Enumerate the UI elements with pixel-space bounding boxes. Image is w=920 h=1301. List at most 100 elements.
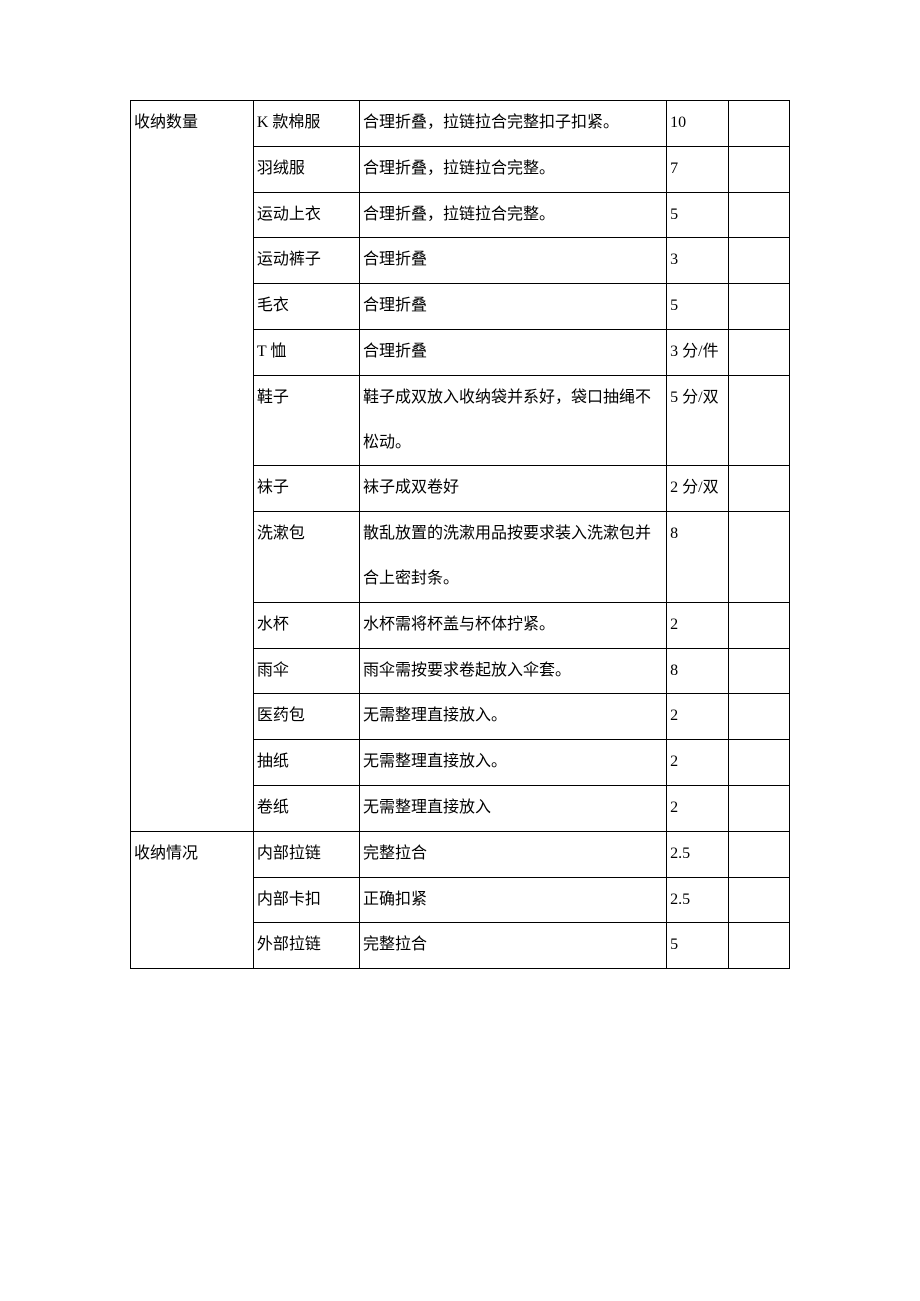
standard-text: 散乱放置的洗漱用品按要求装入洗漱包并合上密封条。 bbox=[363, 525, 651, 587]
blank-cell bbox=[728, 831, 789, 877]
score-cell: 8 bbox=[667, 648, 728, 694]
blank-cell bbox=[728, 785, 789, 831]
score-text: 2.5 bbox=[670, 845, 690, 862]
standard-cell: 合理折叠 bbox=[359, 238, 666, 284]
item-cell: 毛衣 bbox=[253, 284, 359, 330]
item-cell: 洗漱包 bbox=[253, 512, 359, 603]
standard-text: 水杯需将杯盖与杯体拧紧。 bbox=[363, 616, 555, 633]
score-cell: 2 bbox=[667, 694, 728, 740]
standard-cell: 水杯需将杯盖与杯体拧紧。 bbox=[359, 602, 666, 648]
item-text: 内部卡扣 bbox=[257, 891, 321, 908]
standard-cell: 无需整理直接放入。 bbox=[359, 694, 666, 740]
item-cell: 运动裤子 bbox=[253, 238, 359, 284]
item-cell: 医药包 bbox=[253, 694, 359, 740]
standard-cell: 合理折叠，拉链拉合完整。 bbox=[359, 146, 666, 192]
score-cell: 7 bbox=[667, 146, 728, 192]
score-text: 8 bbox=[670, 662, 678, 679]
item-text: T 恤 bbox=[257, 343, 287, 360]
standard-text: 鞋子成双放入收纳袋并系好，袋口抽绳不松动。 bbox=[363, 389, 651, 451]
score-cell: 8 bbox=[667, 512, 728, 603]
blank-cell bbox=[728, 101, 789, 147]
item-cell: 袜子 bbox=[253, 466, 359, 512]
item-cell: T 恤 bbox=[253, 329, 359, 375]
score-text: 2.5 bbox=[670, 891, 690, 908]
standard-cell: 合理折叠，拉链拉合完整。 bbox=[359, 192, 666, 238]
blank-cell bbox=[728, 877, 789, 923]
score-text: 2 分/双 bbox=[670, 479, 718, 496]
standard-text: 合理折叠 bbox=[363, 297, 427, 314]
standard-cell: 散乱放置的洗漱用品按要求装入洗漱包并合上密封条。 bbox=[359, 512, 666, 603]
score-text: 5 分/双 bbox=[670, 389, 718, 406]
item-text: 水杯 bbox=[257, 616, 289, 633]
blank-cell bbox=[728, 329, 789, 375]
score-cell: 2.5 bbox=[667, 877, 728, 923]
standard-text: 合理折叠，拉链拉合完整扣子扣紧。 bbox=[363, 114, 619, 131]
standard-cell: 鞋子成双放入收纳袋并系好，袋口抽绳不松动。 bbox=[359, 375, 666, 466]
item-cell: 内部卡扣 bbox=[253, 877, 359, 923]
score-text: 8 bbox=[670, 525, 678, 542]
score-cell: 3 bbox=[667, 238, 728, 284]
standard-text: 无需整理直接放入。 bbox=[363, 707, 507, 724]
item-text: 雨伞 bbox=[257, 662, 289, 679]
blank-cell bbox=[728, 284, 789, 330]
score-text: 10 bbox=[670, 114, 686, 131]
standard-text: 合理折叠，拉链拉合完整。 bbox=[363, 160, 555, 177]
item-text: K 款棉服 bbox=[257, 114, 321, 131]
score-text: 3 分/件 bbox=[670, 343, 718, 360]
score-text: 5 bbox=[670, 206, 678, 223]
score-text: 2 bbox=[670, 753, 678, 770]
blank-cell bbox=[728, 146, 789, 192]
score-cell: 2 bbox=[667, 602, 728, 648]
item-cell: 运动上衣 bbox=[253, 192, 359, 238]
item-cell: 鞋子 bbox=[253, 375, 359, 466]
item-cell: 羽绒服 bbox=[253, 146, 359, 192]
score-text: 7 bbox=[670, 160, 678, 177]
item-text: 内部拉链 bbox=[257, 845, 321, 862]
blank-cell bbox=[728, 648, 789, 694]
standard-text: 合理折叠 bbox=[363, 343, 427, 360]
score-cell: 5 bbox=[667, 284, 728, 330]
blank-cell bbox=[728, 602, 789, 648]
score-cell: 2 分/双 bbox=[667, 466, 728, 512]
score-cell: 2 bbox=[667, 740, 728, 786]
score-cell: 5 bbox=[667, 923, 728, 969]
standard-text: 合理折叠 bbox=[363, 251, 427, 268]
standard-text: 无需整理直接放入。 bbox=[363, 753, 507, 770]
score-text: 2 bbox=[670, 616, 678, 633]
standard-cell: 完整拉合 bbox=[359, 923, 666, 969]
table-body: 收纳数量 K 款棉服 合理折叠，拉链拉合完整扣子扣紧。 10 羽绒服 合理折叠，… bbox=[131, 101, 790, 969]
item-text: 抽纸 bbox=[257, 753, 289, 770]
group-label-cell: 收纳数量 bbox=[131, 101, 254, 832]
group-label-cell: 收纳情况 bbox=[131, 831, 254, 968]
item-text: 羽绒服 bbox=[257, 160, 305, 177]
item-text: 洗漱包 bbox=[257, 525, 305, 542]
score-text: 2 bbox=[670, 707, 678, 724]
standard-text: 合理折叠，拉链拉合完整。 bbox=[363, 206, 555, 223]
table-row: 收纳情况 内部拉链 完整拉合 2.5 bbox=[131, 831, 790, 877]
item-text: 毛衣 bbox=[257, 297, 289, 314]
score-text: 5 bbox=[670, 297, 678, 314]
item-text: 外部拉链 bbox=[257, 936, 321, 953]
standard-text: 正确扣紧 bbox=[363, 891, 427, 908]
blank-cell bbox=[728, 740, 789, 786]
score-cell: 5 分/双 bbox=[667, 375, 728, 466]
standard-text: 袜子成双卷好 bbox=[363, 479, 459, 496]
standard-cell: 正确扣紧 bbox=[359, 877, 666, 923]
score-cell: 2 bbox=[667, 785, 728, 831]
item-text: 袜子 bbox=[257, 479, 289, 496]
score-text: 3 bbox=[670, 251, 678, 268]
standard-text: 雨伞需按要求卷起放入伞套。 bbox=[363, 662, 571, 679]
item-text: 医药包 bbox=[257, 707, 305, 724]
standard-cell: 无需整理直接放入。 bbox=[359, 740, 666, 786]
blank-cell bbox=[728, 238, 789, 284]
group-label: 收纳数量 bbox=[134, 114, 198, 131]
item-cell: 水杯 bbox=[253, 602, 359, 648]
item-cell: K 款棉服 bbox=[253, 101, 359, 147]
standard-cell: 无需整理直接放入 bbox=[359, 785, 666, 831]
blank-cell bbox=[728, 923, 789, 969]
standard-cell: 合理折叠，拉链拉合完整扣子扣紧。 bbox=[359, 101, 666, 147]
standard-cell: 雨伞需按要求卷起放入伞套。 bbox=[359, 648, 666, 694]
score-text: 5 bbox=[670, 936, 678, 953]
blank-cell bbox=[728, 466, 789, 512]
blank-cell bbox=[728, 512, 789, 603]
